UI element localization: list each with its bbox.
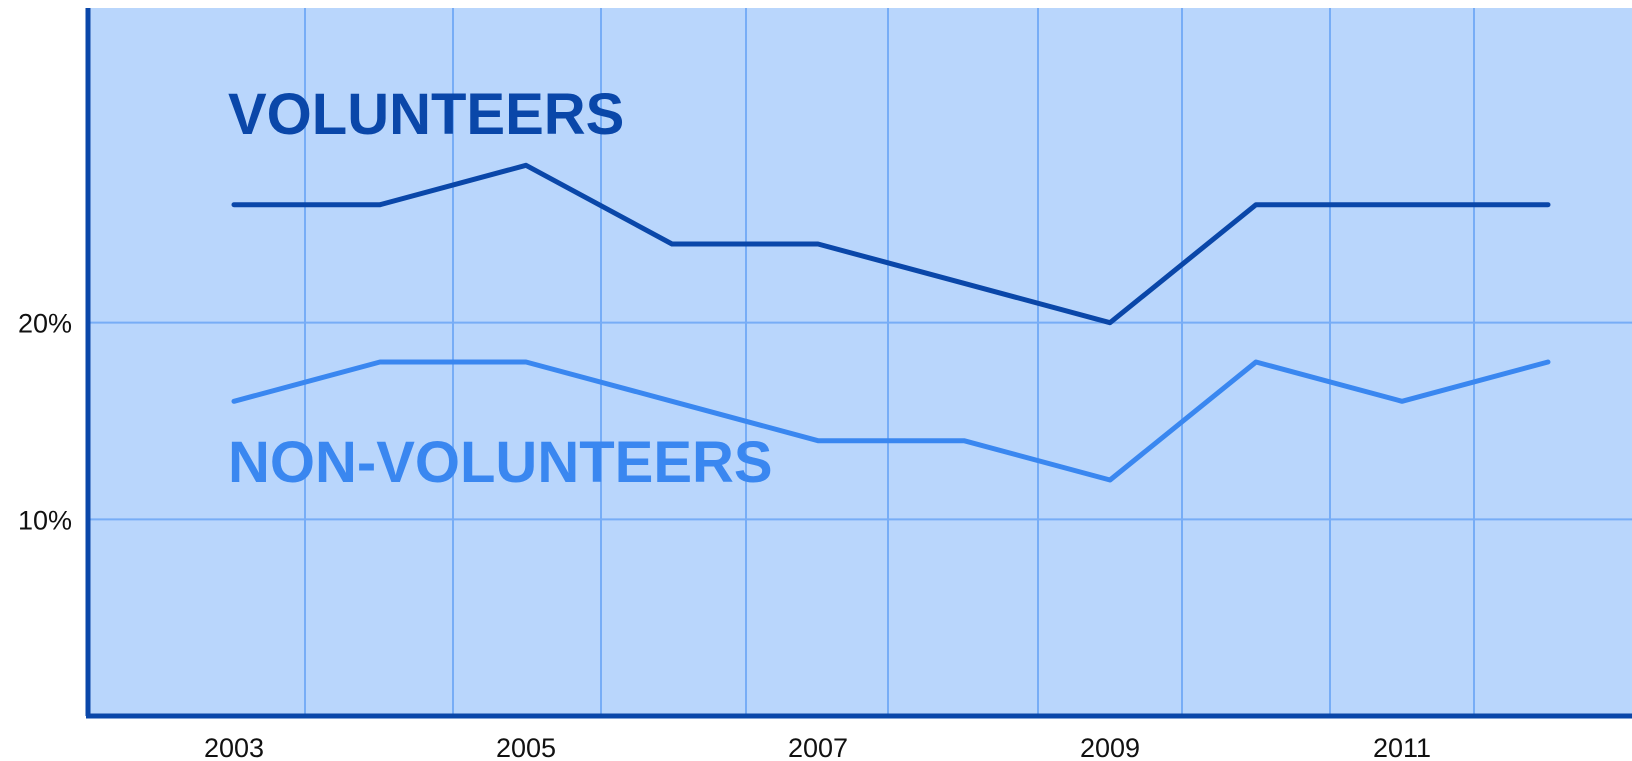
- tick-labels: 10% 20% 2003 2005 2007 2009 2011: [18, 309, 1431, 761]
- x-tick-label: 2003: [204, 733, 264, 761]
- plot-area: [88, 8, 1632, 716]
- series-lines: [231, 162, 1551, 483]
- series-label-non-volunteers: NON-VOLUNTEERS: [228, 430, 773, 495]
- series-line-non-volunteers: [231, 359, 1551, 483]
- series-line-volunteers: [231, 162, 1551, 326]
- x-tick-label: 2009: [1080, 733, 1140, 761]
- y-tick-label: 10%: [18, 505, 72, 535]
- series-label-volunteers: VOLUNTEERS: [228, 82, 624, 147]
- axes: [85, 8, 1632, 719]
- x-tick-label: 2005: [496, 733, 556, 761]
- x-tick-label: 2011: [1373, 733, 1431, 761]
- grid: [88, 8, 1632, 716]
- y-tick-label: 20%: [18, 309, 72, 339]
- x-tick-label: 2007: [788, 733, 848, 761]
